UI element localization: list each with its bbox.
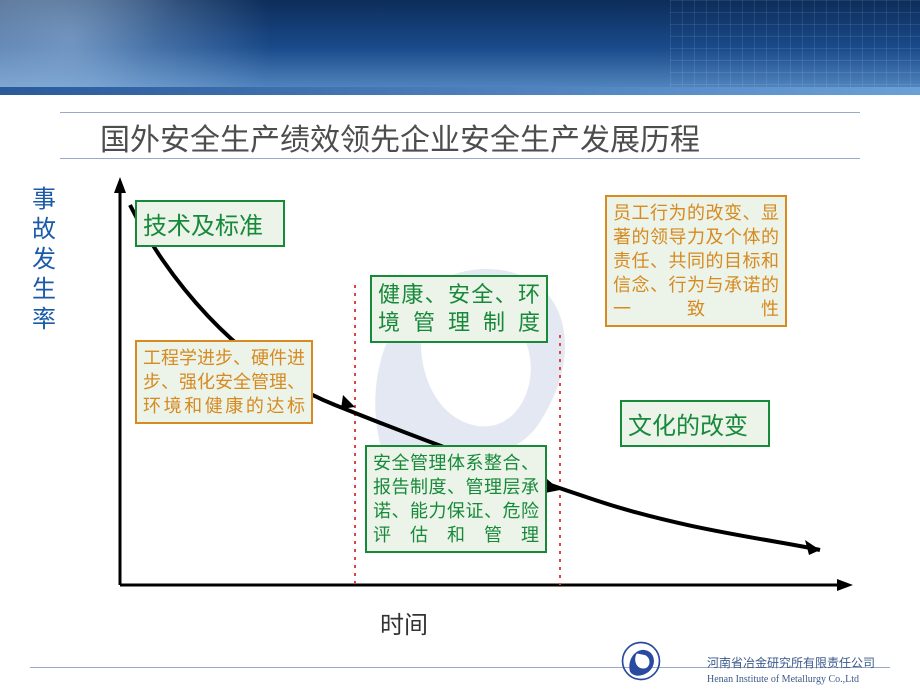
title-rule: [60, 112, 860, 113]
phase-title-3: 文化的改变: [620, 400, 770, 447]
phase-desc-2: 安全管理体系整合、报告制度、管理层承诺、能力保证、危险评估和管理: [365, 445, 547, 553]
phase-desc-1: 工程学进步、硬件进步、强化安全管理、环境和健康的达标: [135, 340, 313, 424]
title-rule: [60, 158, 860, 159]
y-axis-label: 事故发生率: [30, 185, 58, 335]
banner-art: [0, 0, 400, 95]
banner-grid: [670, 0, 920, 95]
chart-area: 技术及标准 健康、安全、环境管理制度 文化的改变 工程学进步、硬件进步、强化安全…: [75, 175, 855, 605]
banner-stripe: [0, 87, 920, 95]
phase-title-1: 技术及标准: [135, 200, 285, 247]
footer-org-en: Henan Institute of Metallurgy Co.,Ltd: [707, 674, 859, 685]
phase-desc-3: 员工行为的改变、显著的领导力及个体的责任、共同的目标和信念、行为与承诺的一致性: [605, 195, 787, 327]
x-axis-label: 时间: [380, 605, 428, 640]
phase-title-2: 健康、安全、环境管理制度: [370, 275, 548, 343]
arrow-marker: [341, 395, 355, 409]
header-banner: [0, 0, 920, 95]
footer-logo-icon: [620, 640, 662, 682]
slide-title: 国外安全生产绩效领先企业安全生产发展历程: [100, 115, 820, 159]
footer-org: 河南省冶金研究所有限责任公司 Henan Institute of Metall…: [707, 654, 875, 686]
footer-org-cn: 河南省冶金研究所有限责任公司: [707, 656, 875, 670]
